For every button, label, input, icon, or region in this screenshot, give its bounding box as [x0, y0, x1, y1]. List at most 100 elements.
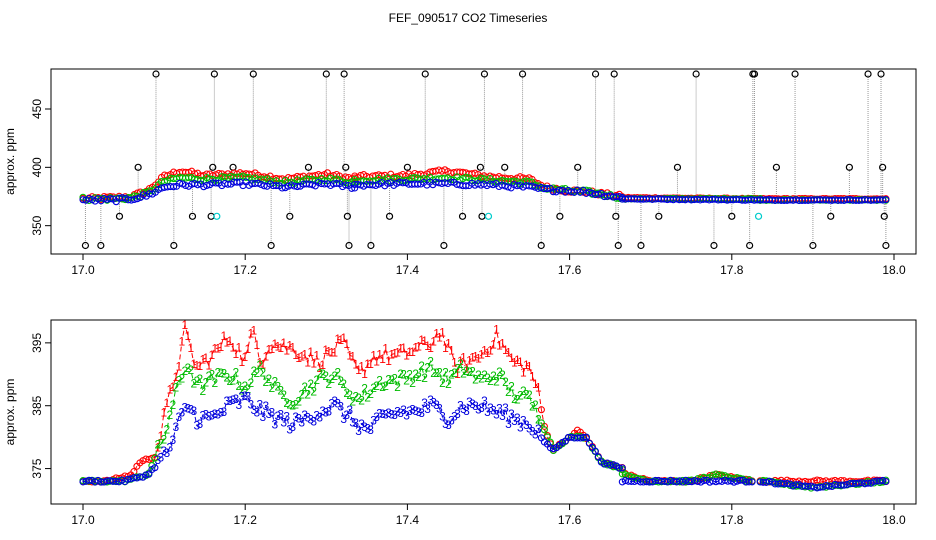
data-label: 1	[202, 351, 209, 365]
data-label: 2	[256, 358, 263, 372]
data-label: 1	[469, 350, 476, 364]
data-label: 2	[442, 365, 449, 379]
data-label: 2	[493, 374, 500, 388]
data-label: 3	[424, 402, 431, 416]
data-label: 2	[529, 399, 536, 413]
data-point	[540, 426, 548, 434]
data-point	[224, 180, 232, 188]
data-label: 1	[176, 359, 183, 373]
data-label: 3	[334, 397, 341, 411]
data-point	[594, 453, 602, 461]
data-label: 3	[520, 413, 527, 427]
data-label: 2	[292, 397, 299, 411]
data-label: 3	[361, 420, 368, 434]
data-point	[591, 447, 599, 455]
data-label: 1	[358, 360, 365, 374]
data-label: 3	[295, 412, 302, 426]
data-label: 1	[361, 367, 368, 381]
data-point	[170, 183, 178, 191]
data-label: 1	[400, 341, 407, 355]
data-label: 2	[217, 366, 224, 380]
data-label: 1	[298, 350, 305, 364]
calibration-point	[188, 212, 197, 220]
data-label: 2	[421, 371, 428, 385]
data-point	[130, 195, 138, 204]
data-label: 3	[358, 417, 365, 431]
data-label: 3	[349, 416, 356, 430]
calibration-point	[322, 70, 330, 78]
calibration-point	[655, 212, 663, 220]
calibration-point	[81, 241, 90, 250]
data-label: 3	[529, 424, 536, 438]
data-label: 3	[188, 403, 195, 417]
data-label: 1	[265, 343, 272, 357]
data-point	[501, 182, 509, 190]
data-label: 1	[310, 357, 317, 371]
data-label: 3	[532, 427, 539, 441]
calibration-point	[612, 212, 620, 220]
data-label: 2	[352, 389, 359, 403]
data-label: 1	[280, 336, 287, 350]
x-tick-label: 18.0	[882, 513, 906, 527]
data-label: 3	[185, 402, 192, 416]
data-label: 1	[173, 370, 180, 384]
data-label: 2	[424, 361, 431, 375]
calibration-point	[345, 241, 353, 250]
data-label: 3	[514, 411, 521, 425]
x-tick-label: 17.6	[558, 513, 582, 527]
data-label: 2	[328, 372, 335, 386]
calibration-point	[343, 212, 351, 220]
x-tick-label: 17.0	[71, 513, 95, 527]
data-label: 2	[508, 380, 515, 394]
data-label: 2	[226, 374, 233, 388]
data-label: 2	[415, 370, 422, 384]
data-label: 1	[259, 357, 266, 371]
data-label: 2	[361, 382, 368, 396]
data-label: 1	[256, 356, 263, 370]
data-point	[233, 178, 241, 186]
data-label: 1	[170, 380, 177, 394]
data-label: 3	[256, 398, 263, 412]
calibration-point	[710, 241, 718, 250]
calibration-point	[877, 70, 885, 78]
data-point	[136, 473, 144, 481]
data-label: 1	[155, 441, 162, 455]
data-point	[504, 183, 512, 191]
data-label: 2	[259, 365, 266, 379]
data-label: 2	[472, 373, 479, 387]
data-label: 2	[316, 367, 323, 381]
data-label: 1	[277, 341, 284, 355]
data-label: 3	[379, 407, 386, 421]
data-label: 1	[340, 331, 347, 345]
data-label: 2	[469, 364, 476, 378]
data-label: 3	[481, 394, 488, 408]
data-label: 3	[167, 440, 174, 454]
data-label: 1	[418, 333, 425, 347]
data-label: 2	[403, 374, 410, 388]
data-label: 2	[382, 379, 389, 393]
data-label: 1	[167, 383, 174, 397]
data-label: 2	[170, 398, 177, 412]
data-label: 2	[199, 384, 206, 398]
x-tick-label: 17.0	[71, 263, 95, 277]
data-label: 2	[304, 387, 311, 401]
data-label: 2	[406, 368, 413, 382]
data-label: 3	[376, 407, 383, 421]
data-label: 2	[463, 364, 470, 378]
data-label: 1	[439, 326, 446, 340]
data-label: 3	[316, 411, 323, 425]
data-label: 2	[268, 381, 275, 395]
calibration-point	[864, 70, 872, 78]
data-point	[176, 179, 184, 187]
data-label: 1	[391, 347, 398, 361]
data-point	[278, 184, 286, 192]
data-label: 1	[337, 333, 344, 347]
data-label: 2	[400, 367, 407, 381]
data-label: 2	[334, 366, 341, 380]
data-label: 3	[355, 424, 362, 438]
data-label: 2	[397, 367, 404, 381]
data-point	[549, 445, 557, 453]
data-label: 1	[229, 341, 236, 355]
data-label: 1	[520, 365, 527, 379]
data-label: 2	[514, 393, 521, 407]
